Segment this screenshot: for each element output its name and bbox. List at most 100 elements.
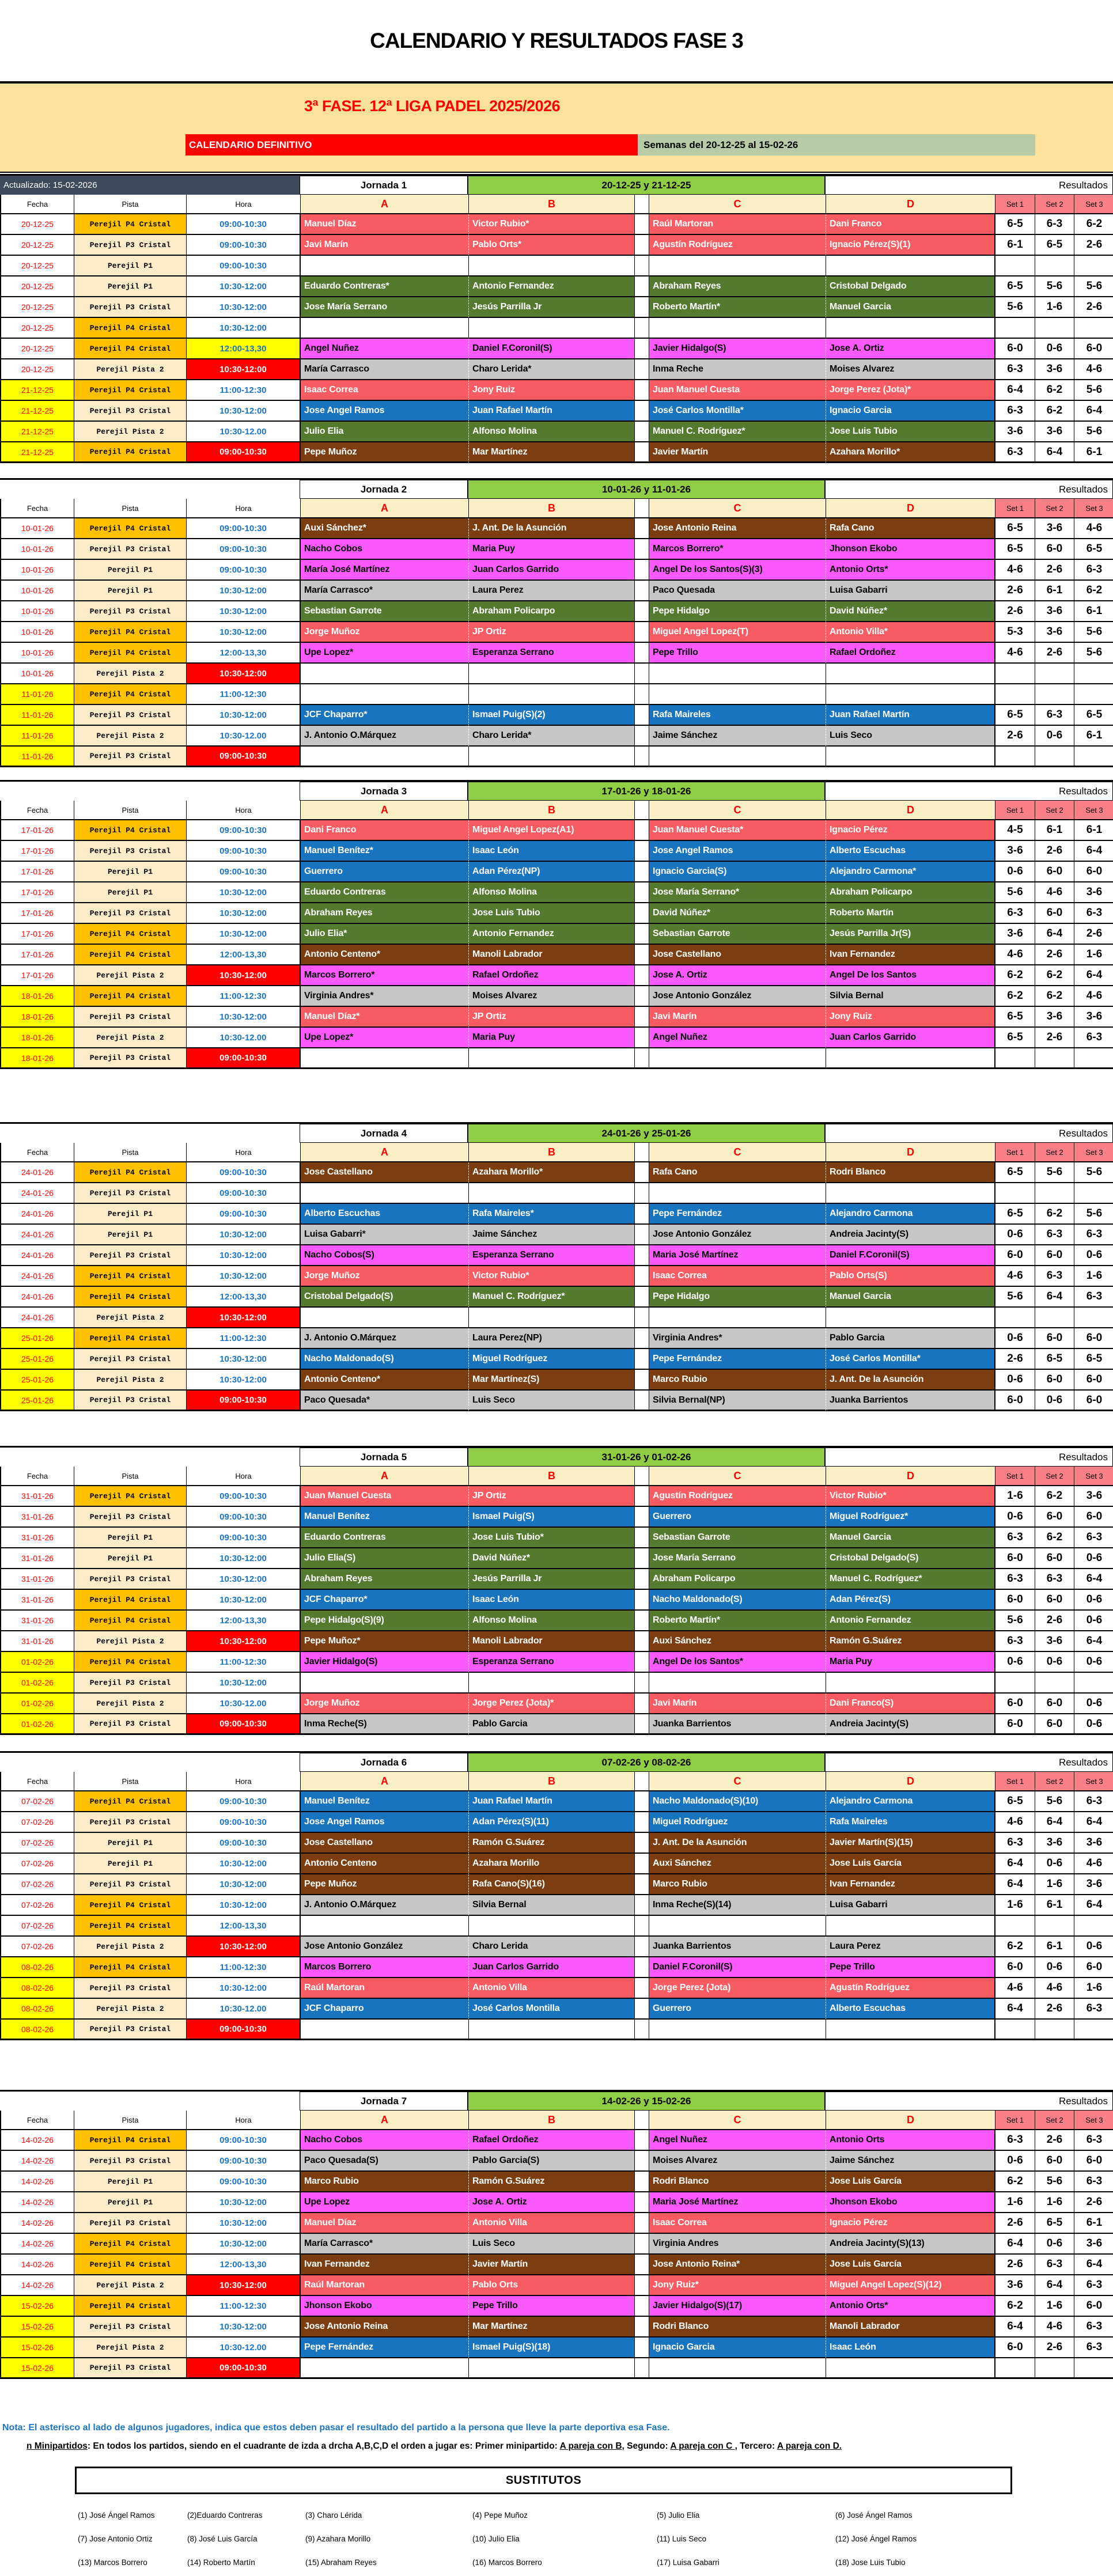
set1-cell: 6-4 <box>995 380 1035 401</box>
set1-cell: 3-6 <box>995 841 1035 862</box>
set2-cell: 6-0 <box>1035 1328 1074 1349</box>
fecha-cell: 11-01-26 <box>1 705 74 726</box>
player-d-cell: Antonio Orts* <box>826 560 995 581</box>
player-a-cell: JCF Chaparro* <box>301 1590 469 1611</box>
set3-cell: 3-6 <box>1074 1486 1113 1507</box>
separator-cell <box>635 1486 649 1507</box>
col-header-b: B <box>469 801 635 820</box>
col-header-hora: Hora <box>187 1467 301 1486</box>
hora-cell: 10:30-12:00 <box>187 1245 301 1266</box>
player-b-cell: Miguel Angel Lopez(A1) <box>469 820 635 841</box>
set1-cell <box>995 664 1035 684</box>
set2-cell: 6-0 <box>1035 1714 1074 1735</box>
set2-cell <box>1035 1673 1074 1694</box>
player-b-cell: Ismael Puig(S)(18) <box>469 2338 635 2358</box>
set2-cell: 6-2 <box>1035 380 1074 401</box>
fecha-cell: 17-01-26 <box>1 945 74 965</box>
player-b-cell: Pablo Garcia <box>469 1714 635 1735</box>
player-c-cell <box>649 684 826 705</box>
player-c-cell <box>649 1183 826 1204</box>
pista-cell: Perejil P4 Cristal <box>74 318 187 339</box>
player-a-cell: Julio Elia <box>301 422 469 442</box>
jornada-2-block: Jornada 2 10-01-26 y 11-01-26 Resultados Fe… <box>0 478 1113 767</box>
pista-cell: Perejil P1 <box>74 1833 187 1854</box>
col-header-fecha: Fecha <box>1 2111 74 2130</box>
pista-cell: Perejil P3 Cristal <box>74 1812 187 1833</box>
set1-cell: 5-6 <box>995 1611 1035 1631</box>
fecha-cell: 01-02-26 <box>1 1652 74 1673</box>
player-a-cell: Eduardo Contreras* <box>301 276 469 297</box>
player-a-cell: Upe Lopez* <box>301 1028 469 1048</box>
substitute-item: (10) Julio Elia <box>472 2535 520 2543</box>
jornada-label: Jornada 5 <box>300 1448 468 1467</box>
substitute-item: (12) José Ángel Ramos <box>835 2535 917 2543</box>
player-b-cell: Isaac León <box>469 841 635 862</box>
hora-cell: 10:30-12:00 <box>187 924 301 945</box>
pista-cell: Perejil P3 Cristal <box>74 2213 187 2234</box>
set1-cell: 6-5 <box>995 214 1035 235</box>
set3-cell <box>1074 1673 1113 1694</box>
col-header-pista: Pista <box>74 499 187 518</box>
match-row: 10-01-26 Perejil Pista 2 10:30-12:00 <box>0 664 1113 684</box>
match-row: 18-01-26 Perejil P4 Cristal 11:00-12:30 Vir… <box>0 986 1113 1007</box>
set1-cell: 0-6 <box>995 1225 1035 1245</box>
pista-cell: Perejil P4 Cristal <box>74 1287 187 1308</box>
player-b-cell: Alfonso Molina <box>469 422 635 442</box>
player-b-cell: David Núñez* <box>469 1548 635 1569</box>
jornada-label: Jornada 2 <box>300 480 468 499</box>
col-header-b: B <box>469 2111 635 2130</box>
col-header-set1: Set 1 <box>995 195 1035 214</box>
pista-cell: Perejil P1 <box>74 560 187 581</box>
player-c-cell: Jose Antonio Reina* <box>649 2255 826 2275</box>
player-d-cell <box>826 318 995 339</box>
set3-cell: 6-3 <box>1074 2275 1113 2296</box>
set3-cell: 6-4 <box>1074 1569 1113 1590</box>
pista-cell: Perejil P4 Cristal <box>74 1162 187 1183</box>
col-header-b: B <box>469 499 635 518</box>
player-a-cell: Raúl Martoran <box>301 1978 469 1999</box>
player-d-cell: Rafa Cano <box>826 518 995 539</box>
player-c-cell: Miguel Rodríguez <box>649 1812 826 1833</box>
player-c-cell: Auxi Sánchez <box>649 1631 826 1652</box>
pista-cell: Perejil Pista 2 <box>74 664 187 684</box>
separator-cell <box>635 422 649 442</box>
set1-cell: 2-6 <box>995 726 1035 747</box>
set1-cell: 6-2 <box>995 1937 1035 1957</box>
set3-cell <box>1074 2020 1113 2040</box>
separator-cell <box>635 986 649 1007</box>
fecha-cell: 18-01-26 <box>1 1028 74 1048</box>
fecha-cell: 17-01-26 <box>1 882 74 903</box>
pista-cell: Perejil P1 <box>74 1528 187 1548</box>
fecha-cell: 20-12-25 <box>1 297 74 318</box>
set1-cell: 6-3 <box>995 442 1035 463</box>
separator-cell <box>635 2213 649 2234</box>
player-d-cell: Javier Martín(S)(15) <box>826 1833 995 1854</box>
player-d-cell: Miguel Rodríguez* <box>826 1507 995 1528</box>
player-d-cell <box>826 2358 995 2379</box>
set1-cell: 6-0 <box>995 339 1035 359</box>
separator-cell <box>635 1225 649 1245</box>
player-b-cell: Juan Rafael Martín <box>469 1791 635 1812</box>
jornada-3-block: Jornada 3 17-01-26 y 18-01-26 Resultados Fe… <box>0 780 1113 1069</box>
pista-cell: Perejil P1 <box>74 1854 187 1874</box>
fecha-cell: 21-12-25 <box>1 442 74 463</box>
player-d-cell <box>826 684 995 705</box>
set3-cell: 4-6 <box>1074 986 1113 1007</box>
player-a-cell: Marco Rubio <box>301 2172 469 2192</box>
set1-cell: 6-2 <box>995 2172 1035 2192</box>
player-d-cell: Alberto Escuchas <box>826 1999 995 2020</box>
col-header-fecha: Fecha <box>1 1143 74 1162</box>
substitute-item: (11) Luis Seco <box>657 2535 707 2543</box>
player-c-cell: Marcos Borrero* <box>649 539 826 560</box>
set1-cell: 6-5 <box>995 518 1035 539</box>
player-d-cell: Ramón G.Suárez <box>826 1631 995 1652</box>
separator-cell <box>635 1548 649 1569</box>
player-c-cell: Pepe Fernández <box>649 1349 826 1370</box>
player-c-cell: Agustín Rodríguez <box>649 1486 826 1507</box>
set2-cell: 0-6 <box>1035 2234 1074 2255</box>
player-b-cell: Ismael Puig(S)(2) <box>469 705 635 726</box>
set1-cell: 6-5 <box>995 705 1035 726</box>
set2-cell: 2-6 <box>1035 945 1074 965</box>
separator-cell <box>635 1673 649 1694</box>
separator-cell <box>635 1631 649 1652</box>
